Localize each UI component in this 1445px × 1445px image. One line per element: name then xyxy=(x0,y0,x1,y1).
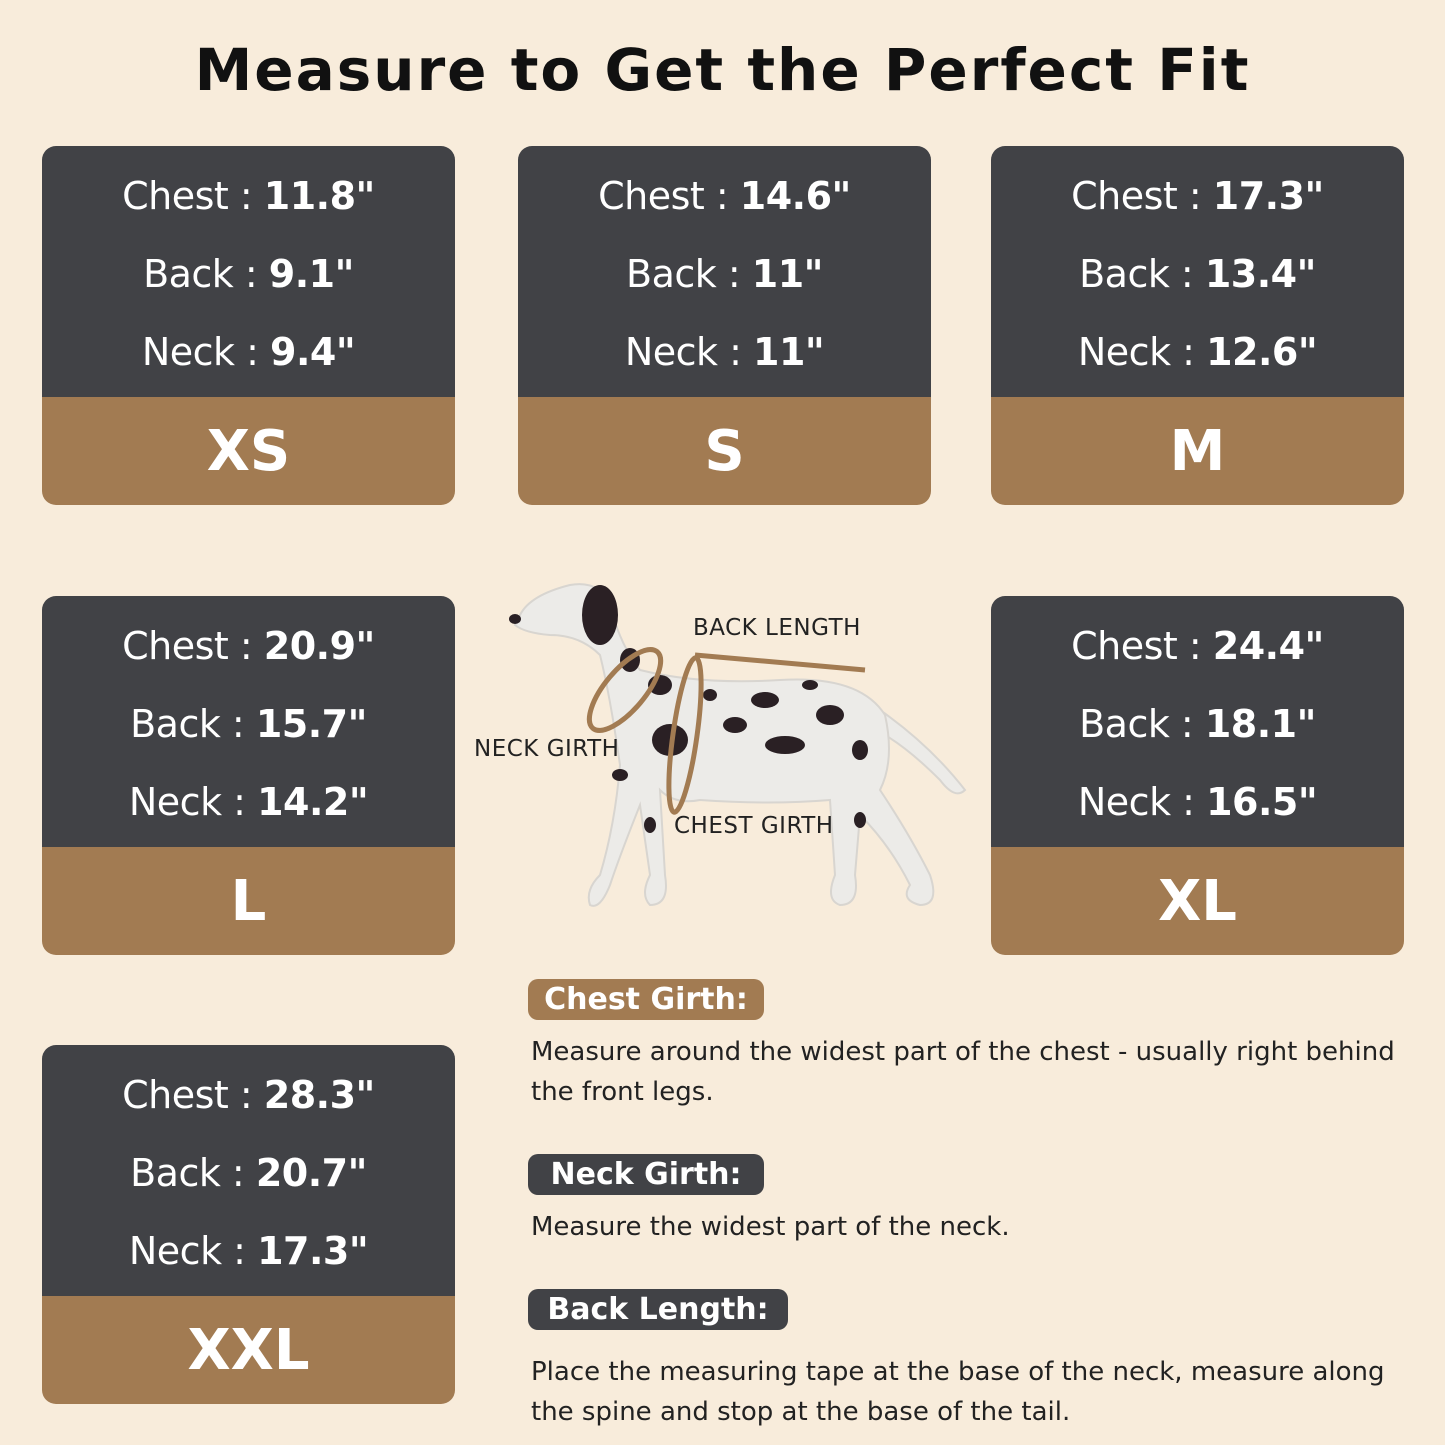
neck-value: 17.3" xyxy=(257,1228,369,1273)
back-label: Back : xyxy=(130,1150,245,1195)
chest-value: 11.8" xyxy=(263,173,376,218)
back-row: Back : 9.1" xyxy=(143,252,354,296)
back-value: 11" xyxy=(751,251,824,296)
neck-girth-pill: Neck Girth: xyxy=(528,1154,764,1195)
chest-row: Chest : 14.6" xyxy=(598,174,851,218)
chest-girth-label: CHEST GIRTH xyxy=(674,813,834,839)
neck-row: Neck : 9.4" xyxy=(141,329,356,374)
neck-girth-label: NECK GIRTH xyxy=(474,736,620,762)
back-length-text: Place the measuring tape at the base of … xyxy=(531,1357,1385,1427)
neck-row: Neck : 11" xyxy=(624,329,825,374)
neck-row: Neck : 16.5" xyxy=(1077,779,1318,824)
back-value: 13.4" xyxy=(1204,251,1317,296)
neck-label: Neck : xyxy=(141,329,259,374)
neck-label: Neck : xyxy=(1077,329,1195,374)
size-card-xxl: Chest : 28.3" Back : 20.7" Neck : 17.3" XX… xyxy=(42,1045,455,1404)
chest-girth-pill: Chest Girth: xyxy=(528,979,764,1020)
neck-value: 9.4" xyxy=(270,329,356,374)
neck-label: Neck : xyxy=(624,329,742,374)
dalmatian-illustration xyxy=(509,583,967,907)
back-value: 20.7" xyxy=(255,1150,368,1195)
back-label: Back : xyxy=(130,701,245,746)
size-label: XL xyxy=(991,847,1404,955)
size-label: XXL xyxy=(42,1296,455,1404)
back-row: Back : 15.7" xyxy=(130,702,367,746)
back-label: Back : xyxy=(1079,701,1194,746)
back-value: 9.1" xyxy=(268,251,355,296)
chest-row: Chest : 28.3" xyxy=(122,1073,375,1117)
chest-value: 17.3" xyxy=(1212,173,1325,218)
neck-row: Neck : 12.6" xyxy=(1077,329,1318,374)
measurements: Chest : 20.9" Back : 15.7" Neck : 14.2" xyxy=(42,596,455,847)
neck-row: Neck : 17.3" xyxy=(128,1228,369,1273)
chest-value: 24.4" xyxy=(1212,623,1325,668)
size-label: S xyxy=(518,397,931,505)
chest-label: Chest : xyxy=(122,623,253,668)
chest-label: Chest : xyxy=(1071,173,1202,218)
size-card-m: Chest : 17.3" Back : 13.4" Neck : 12.6" M xyxy=(991,146,1404,505)
size-card-xl: Chest : 24.4" Back : 18.1" Neck : 16.5" XL xyxy=(991,596,1404,955)
back-label: Back : xyxy=(626,251,741,296)
size-label: M xyxy=(991,397,1404,505)
back-length-pill: Back Length: xyxy=(528,1289,788,1330)
page-title: Measure to Get the Perfect Fit xyxy=(194,36,1251,104)
chest-row: Chest : 24.4" xyxy=(1071,624,1324,668)
chest-girth-text: Measure around the widest part of the ch… xyxy=(531,1037,1395,1107)
neck-label: Neck : xyxy=(1077,779,1195,824)
neck-value: 16.5" xyxy=(1206,779,1318,824)
chest-label: Chest : xyxy=(122,1072,253,1117)
chest-row: Chest : 11.8" xyxy=(122,174,375,218)
back-row: Back : 11" xyxy=(626,252,823,296)
chest-label: Chest : xyxy=(598,173,729,218)
size-card-s: Chest : 14.6" Back : 11" Neck : 11" S xyxy=(518,146,931,505)
chest-value: 28.3" xyxy=(263,1072,376,1117)
measurements: Chest : 28.3" Back : 20.7" Neck : 17.3" xyxy=(42,1045,455,1296)
neck-value: 12.6" xyxy=(1206,329,1318,374)
chest-value: 14.6" xyxy=(739,173,852,218)
back-value: 18.1" xyxy=(1204,701,1317,746)
neck-girth-text: Measure the widest part of the neck. xyxy=(531,1212,1010,1242)
back-label: Back : xyxy=(1079,251,1194,296)
neck-label: Neck : xyxy=(128,779,246,824)
back-label: Back : xyxy=(143,251,258,296)
size-label: XS xyxy=(42,397,455,505)
chest-label: Chest : xyxy=(122,173,253,218)
chest-label: Chest : xyxy=(1071,623,1202,668)
measurements: Chest : 24.4" Back : 18.1" Neck : 16.5" xyxy=(991,596,1404,847)
neck-value: 14.2" xyxy=(257,779,369,824)
neck-row: Neck : 14.2" xyxy=(128,779,369,824)
back-value: 15.7" xyxy=(255,701,368,746)
chest-row: Chest : 20.9" xyxy=(122,624,375,668)
back-row: Back : 13.4" xyxy=(1079,252,1316,296)
size-label: L xyxy=(42,847,455,955)
measurements: Chest : 14.6" Back : 11" Neck : 11" xyxy=(518,146,931,397)
back-length-label: BACK LENGTH xyxy=(693,615,861,641)
back-row: Back : 20.7" xyxy=(130,1151,367,1195)
size-card-l: Chest : 20.9" Back : 15.7" Neck : 14.2" L xyxy=(42,596,455,955)
measurements: Chest : 17.3" Back : 13.4" Neck : 12.6" xyxy=(991,146,1404,397)
chest-row: Chest : 17.3" xyxy=(1071,174,1324,218)
neck-label: Neck : xyxy=(128,1228,246,1273)
measurements: Chest : 11.8" Back : 9.1" Neck : 9.4" xyxy=(42,146,455,397)
size-card-xs: Chest : 11.8" Back : 9.1" Neck : 9.4" XS xyxy=(42,146,455,505)
chest-value: 20.9" xyxy=(263,623,376,668)
neck-value: 11" xyxy=(753,329,825,374)
back-row: Back : 18.1" xyxy=(1079,702,1316,746)
